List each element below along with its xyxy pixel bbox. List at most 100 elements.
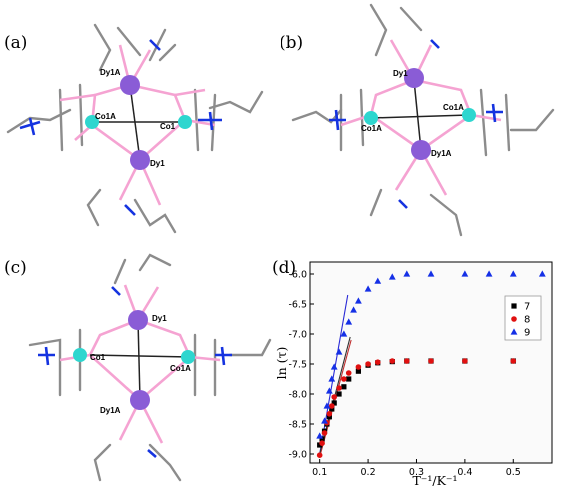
data-point-series-9 — [328, 375, 336, 382]
dy-atom — [130, 150, 150, 170]
fit-line — [319, 294, 349, 455]
atom-label: Dy1A — [431, 149, 452, 158]
data-point-series-9 — [355, 297, 362, 304]
panel-b: (b) — [281, 0, 561, 245]
legend-marker — [510, 328, 518, 335]
data-point-series-8 — [355, 364, 362, 370]
data-point-series-9 — [509, 270, 517, 277]
dy-atom — [411, 140, 431, 160]
atom-label: Co1A — [170, 364, 191, 373]
data-point-series-7 — [341, 384, 347, 390]
data-point-series-9 — [325, 387, 333, 394]
data-point-series-9 — [345, 318, 353, 325]
data-point-series-9 — [461, 270, 469, 277]
atom-label: Co1A — [361, 124, 382, 133]
legend-label: 8 — [524, 315, 530, 326]
data-point-series-9 — [538, 270, 546, 277]
panel-a: (a) — [0, 0, 280, 245]
data-point-series-8 — [462, 358, 468, 364]
atom-label: Co1A — [443, 103, 464, 112]
y-tick-label: -8.0 — [288, 390, 307, 401]
data-point-series-9 — [330, 363, 338, 370]
data-point-series-9 — [427, 270, 435, 277]
data-point-series-7 — [319, 436, 325, 442]
data-point-series-7 — [336, 391, 342, 397]
panel-d: (d) ln (τ) T⁻¹/K⁻¹ 0.1 0.2 0.3 0.4 0.5 -6.0 -6… — [270, 245, 561, 491]
data-point-series-8 — [341, 376, 347, 382]
relaxation-chart: (d) ln (τ) T⁻¹/K⁻¹ 0.1 0.2 0.3 0.4 0.5 -6.0 -6… — [272, 258, 553, 488]
data-point-series-7 — [329, 406, 335, 412]
data-point-series-9 — [485, 270, 493, 277]
data-point-series-8 — [336, 385, 342, 391]
data-point-series-8 — [331, 394, 337, 400]
data-point-series-8 — [316, 452, 323, 458]
data-point-series-8 — [345, 370, 352, 376]
molecule-a: Dy1A Co1A Co1 Dy1 — [6, 23, 264, 234]
dy-atom — [130, 390, 150, 410]
structure-c: (c) — [4, 253, 272, 482]
data-point-series-8 — [428, 358, 434, 364]
co-atom — [364, 111, 378, 125]
co-atom — [73, 348, 87, 362]
data-point-series-7 — [355, 368, 361, 374]
data-point-series-8 — [326, 411, 333, 417]
y-tick-label: -8.5 — [288, 420, 307, 431]
y-axis-title: ln (τ) — [274, 347, 289, 380]
y-tick-label: -6.5 — [288, 300, 307, 311]
co-atom — [462, 108, 476, 122]
data-point-series-8 — [328, 403, 335, 409]
molecule-c: Dy1 Co1 Co1A Dy1A — [28, 253, 272, 482]
atom-label: Dy1 — [152, 314, 167, 323]
co-atom — [178, 115, 192, 129]
data-point-series-8 — [510, 358, 517, 364]
data-point-series-7 — [331, 400, 337, 406]
data-point-series-9 — [403, 270, 411, 277]
atom-label: Dy1 — [150, 159, 165, 168]
data-point-series-9 — [340, 330, 348, 337]
panel-label-a: (a) — [4, 33, 27, 53]
data-point-series-8 — [321, 430, 328, 436]
x-tick-label: 0.4 — [457, 467, 472, 478]
y-tick-label: -7.0 — [288, 330, 307, 341]
dy-atom — [128, 310, 148, 330]
y-tick-label: -7.5 — [288, 360, 307, 371]
structure-b: (b) — [281, 3, 555, 237]
atom-label: Dy1A — [100, 406, 121, 415]
structure-a: (a) — [4, 23, 264, 234]
data-point-series-9 — [316, 432, 324, 439]
data-point-series-9 — [323, 402, 331, 409]
data-point-series-9 — [321, 417, 328, 424]
data-point-series-7 — [346, 376, 352, 382]
data-point-series-8 — [389, 358, 396, 364]
x-axis-title: T⁻¹/K⁻¹ — [412, 473, 457, 488]
panel-label-d: (d) — [272, 258, 296, 278]
x-tick-label: 0.2 — [361, 467, 376, 478]
co-atom — [181, 350, 195, 364]
panel-label-c: (c) — [4, 258, 27, 278]
legend-marker — [511, 316, 517, 322]
data-point-series-9 — [374, 277, 382, 284]
co-atom — [85, 115, 99, 129]
data-point-series-9 — [335, 348, 343, 355]
molecule-b: Dy1 Co1A Co1A Dy1A — [291, 3, 555, 237]
atom-label: Co1 — [90, 353, 106, 362]
x-tick-label: 0.1 — [312, 467, 327, 478]
atom-label: Co1A — [95, 112, 116, 121]
panel-label-b: (b) — [281, 33, 303, 53]
x-tick-label: 0.3 — [409, 467, 424, 478]
data-point-series-7 — [317, 442, 323, 448]
dy-atom — [404, 68, 424, 88]
atom-label: Dy1A — [100, 68, 121, 77]
x-tick-label: 0.5 — [506, 467, 521, 478]
dy-atom — [120, 75, 140, 95]
data-point-series-8 — [404, 358, 410, 364]
legend-box — [504, 295, 542, 341]
atom-label: Co1 — [160, 122, 176, 131]
data-point-series-8 — [365, 361, 371, 367]
y-tick-label: -9.0 — [288, 450, 307, 461]
legend-label: 7 — [524, 302, 530, 313]
data-point-series-8 — [319, 440, 325, 446]
data-point-series-9 — [350, 306, 357, 313]
data-point-series-9 — [364, 285, 372, 292]
data-point-series-9 — [388, 273, 396, 280]
